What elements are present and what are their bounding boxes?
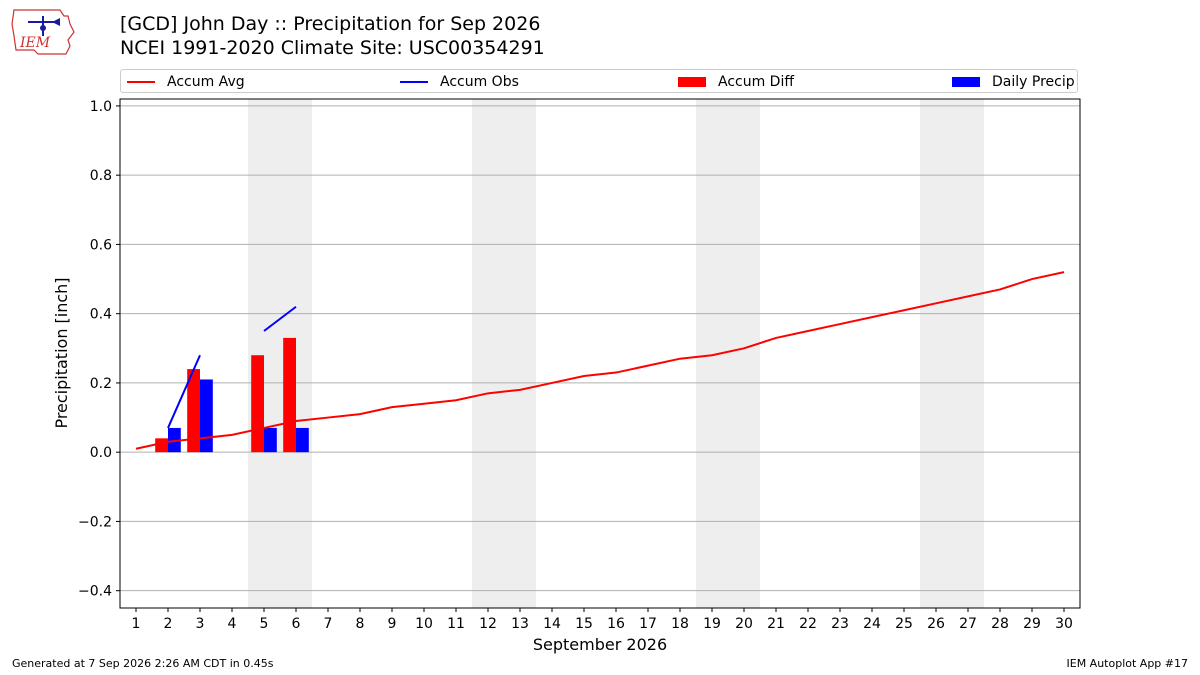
x-tick-label: 6 [292, 616, 301, 632]
legend-item-daily-precip: Daily Precip [952, 70, 1075, 94]
axes: −0.4−0.20.00.20.40.60.81.01 2 3 4 5 6 7 8 9 10 11 1… [78, 98, 1081, 632]
x-tick-label: 22 [799, 616, 817, 632]
x-tick-label: 23 [831, 616, 849, 632]
x-tick-label: 29 [1023, 616, 1041, 632]
x-tick-label: 15 [575, 616, 593, 632]
x-tick-label: 10 [415, 616, 433, 632]
accum-avg-line [135, 271, 1065, 450]
daily-precip-bar [264, 427, 277, 453]
x-tick-label: 12 [479, 616, 497, 632]
y-tick-label: −0.2 [78, 514, 112, 530]
x-tick-label: 14 [543, 616, 561, 632]
chart-subtitle: NCEI 1991-2020 Climate Site: USC00354291 [120, 37, 545, 59]
accum-obs-line [167, 354, 201, 429]
accum-diff-bar [283, 337, 296, 453]
x-tick-label: 30 [1055, 616, 1073, 632]
weekend-band-20 [728, 99, 760, 608]
x-tick-label: 17 [639, 616, 657, 632]
x-tick-label: 16 [607, 616, 625, 632]
x-tick-label: 1 [132, 616, 141, 632]
weekend-band-26 [920, 99, 952, 608]
daily-precip-bar [200, 379, 213, 453]
y-tick-label: 0.6 [90, 237, 112, 253]
accum-diff-bar [187, 369, 200, 453]
weekend-band-13 [504, 99, 536, 608]
footer-app: IEM Autoplot App #17 [1066, 657, 1189, 670]
plot-frame [119, 98, 1081, 609]
y-tick-label: 0.2 [90, 376, 112, 392]
legend-label-accum-avg: Accum Avg [167, 74, 245, 90]
x-tick-label: 4 [228, 616, 237, 632]
legend-swatch-accum-diff [678, 77, 706, 87]
weekend-band-27 [952, 99, 984, 608]
x-tick-label: 27 [959, 616, 977, 632]
svg-text:IEM: IEM [19, 35, 51, 51]
y-tick-label: −0.4 [78, 584, 112, 600]
accum-obs-line [263, 305, 297, 332]
accum-diff-bar [251, 355, 264, 453]
y-tick-label: 0.0 [90, 445, 112, 461]
weekend-band-12 [472, 99, 504, 608]
legend-item-accum-diff: Accum Diff [678, 70, 794, 94]
x-tick-label: 19 [703, 616, 721, 632]
x-tick-label: 3 [196, 616, 205, 632]
grid-lines [120, 105, 1080, 592]
legend-item-accum-obs: Accum Obs [400, 70, 519, 94]
legend-label-accum-obs: Accum Obs [440, 74, 519, 90]
y-tick-label: 1.0 [90, 99, 112, 115]
series-lines [135, 271, 1065, 450]
y-axis-label: Precipitation [inch] [52, 277, 71, 428]
x-tick-label: 20 [735, 616, 753, 632]
daily-precip-bar [296, 427, 309, 453]
x-tick-label: 5 [260, 616, 269, 632]
x-tick-label: 8 [356, 616, 365, 632]
y-tick-label: 0.4 [90, 307, 112, 323]
x-tick-label: 18 [671, 616, 689, 632]
chart-legend: Accum Avg Accum Obs Accum Diff Daily Pre… [120, 69, 1078, 93]
legend-swatch-accum-obs [400, 81, 428, 83]
x-tick-label: 28 [991, 616, 1009, 632]
x-tick-label: 26 [927, 616, 945, 632]
weekend-band-5 [248, 99, 280, 608]
x-tick-label: 2 [164, 616, 173, 632]
chart-title: [GCD] John Day :: Precipitation for Sep … [120, 13, 541, 35]
x-tick-label: 11 [447, 616, 465, 632]
y-tick-label: 0.8 [90, 168, 112, 184]
x-axis-label: September 2026 [533, 635, 667, 654]
x-tick-label: 25 [895, 616, 913, 632]
x-tick-label: 7 [324, 616, 333, 632]
x-tick-label: 24 [863, 616, 881, 632]
legend-label-daily-precip: Daily Precip [992, 74, 1075, 90]
iem-logo: IEM [11, 9, 75, 55]
daily-precip-bar [168, 427, 181, 453]
legend-swatch-daily-precip [952, 77, 980, 87]
x-tick-label: 13 [511, 616, 529, 632]
legend-swatch-accum-avg [127, 81, 155, 83]
legend-item-accum-avg: Accum Avg [127, 70, 245, 94]
weekend-shading [248, 99, 984, 608]
accum-diff-bar [155, 438, 168, 453]
legend-label-accum-diff: Accum Diff [718, 74, 795, 90]
x-tick-label: 21 [767, 616, 785, 632]
x-tick-label: 9 [388, 616, 397, 632]
footer-generated: Generated at 7 Sep 2026 2:26 AM CDT in 0… [12, 657, 274, 670]
